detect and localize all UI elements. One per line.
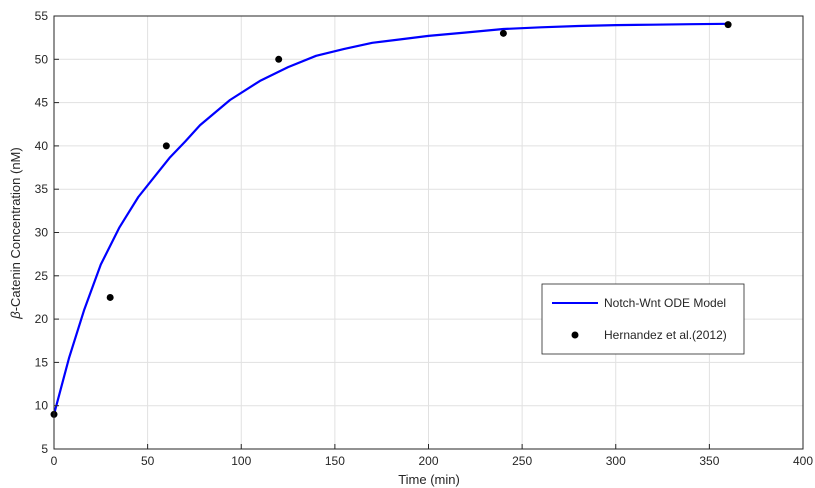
legend-marker-swatch (572, 332, 579, 339)
y-tick-label: 20 (35, 312, 49, 326)
x-tick-label: 350 (699, 454, 719, 468)
x-tick-label: 200 (418, 454, 438, 468)
x-tick-label: 50 (141, 454, 155, 468)
y-tick-label: 10 (35, 399, 49, 413)
y-tick-label: 5 (41, 442, 48, 456)
x-tick-label: 150 (325, 454, 345, 468)
y-axis-label: β-Catenin Concentration (nM) (8, 147, 23, 319)
x-tick-label: 400 (793, 454, 813, 468)
data-point (275, 56, 282, 63)
legend-label-model: Notch-Wnt ODE Model (604, 296, 726, 310)
y-axis-label-text: -Catenin Concentration (nM) (8, 147, 23, 311)
data-point (107, 294, 114, 301)
legend: Notch-Wnt ODE Model Hernandez et al.(201… (542, 284, 744, 354)
x-tick-label: 250 (512, 454, 532, 468)
data-point (725, 21, 732, 28)
y-tick-label: 55 (35, 9, 49, 23)
y-tick-label: 40 (35, 139, 49, 153)
x-tick-label: 300 (606, 454, 626, 468)
y-tick-label: 45 (35, 96, 49, 110)
legend-label-data: Hernandez et al.(2012) (604, 328, 727, 342)
data-point (500, 30, 507, 37)
x-tick-label: 0 (51, 454, 58, 468)
x-axis-label: Time (min) (398, 472, 460, 487)
y-tick-label: 50 (35, 52, 49, 66)
legend-box (542, 284, 744, 354)
y-tick-label: 35 (35, 182, 49, 196)
y-tick-label: 15 (35, 355, 49, 369)
data-point (163, 142, 170, 149)
y-tick-label: 25 (35, 269, 49, 283)
y-tick-label: 30 (35, 226, 49, 240)
x-tick-label: 100 (231, 454, 251, 468)
